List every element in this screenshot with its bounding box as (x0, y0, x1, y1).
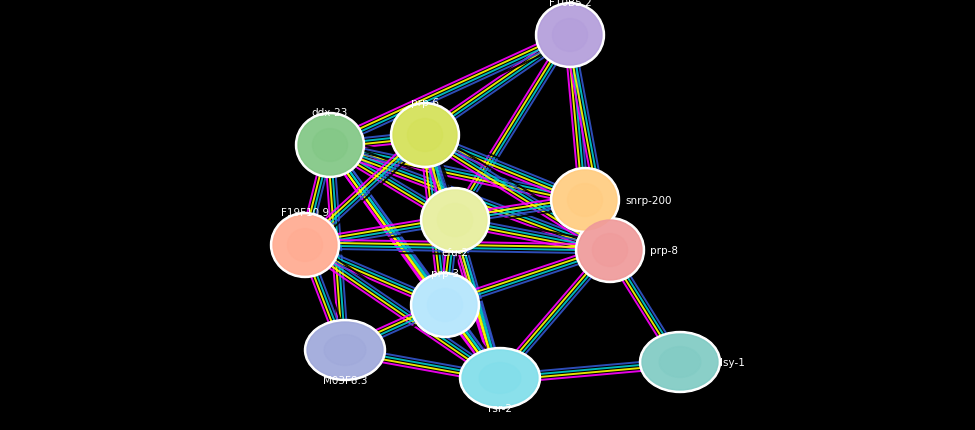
Ellipse shape (312, 129, 348, 162)
Ellipse shape (410, 273, 480, 338)
Text: M03F8.3: M03F8.3 (323, 375, 368, 385)
Ellipse shape (393, 106, 457, 166)
Ellipse shape (420, 188, 489, 253)
Text: ddx-23: ddx-23 (312, 108, 348, 118)
Ellipse shape (578, 221, 642, 280)
Ellipse shape (659, 347, 701, 378)
Ellipse shape (535, 3, 604, 68)
Ellipse shape (642, 334, 718, 390)
Ellipse shape (295, 113, 365, 178)
Text: efu-2: efu-2 (442, 247, 469, 258)
Text: prp-6: prp-6 (411, 98, 439, 108)
Ellipse shape (304, 320, 385, 381)
Ellipse shape (288, 229, 323, 262)
Ellipse shape (640, 332, 721, 393)
Ellipse shape (423, 190, 487, 250)
Ellipse shape (462, 350, 538, 406)
Ellipse shape (479, 363, 521, 393)
Text: F10B5.2: F10B5.2 (549, 0, 592, 8)
Ellipse shape (575, 218, 644, 283)
Text: rsr-2: rsr-2 (488, 403, 512, 413)
Ellipse shape (427, 289, 462, 322)
Ellipse shape (538, 6, 602, 66)
Text: F19F10.9: F19F10.9 (281, 208, 330, 218)
Ellipse shape (567, 184, 603, 217)
Ellipse shape (273, 215, 337, 275)
Ellipse shape (553, 19, 588, 52)
Ellipse shape (438, 204, 473, 237)
Ellipse shape (553, 171, 617, 230)
Ellipse shape (307, 322, 383, 378)
Text: prp-3: prp-3 (431, 268, 459, 278)
Text: snrp-200: snrp-200 (625, 196, 672, 206)
Ellipse shape (298, 116, 362, 175)
Ellipse shape (408, 119, 443, 152)
Text: lsy-1: lsy-1 (720, 357, 745, 367)
Ellipse shape (324, 335, 366, 366)
Text: prp-8: prp-8 (650, 246, 678, 255)
Ellipse shape (459, 348, 540, 408)
Ellipse shape (413, 275, 477, 335)
Ellipse shape (593, 234, 628, 267)
Ellipse shape (391, 103, 459, 168)
Ellipse shape (551, 168, 619, 233)
Ellipse shape (270, 213, 339, 278)
